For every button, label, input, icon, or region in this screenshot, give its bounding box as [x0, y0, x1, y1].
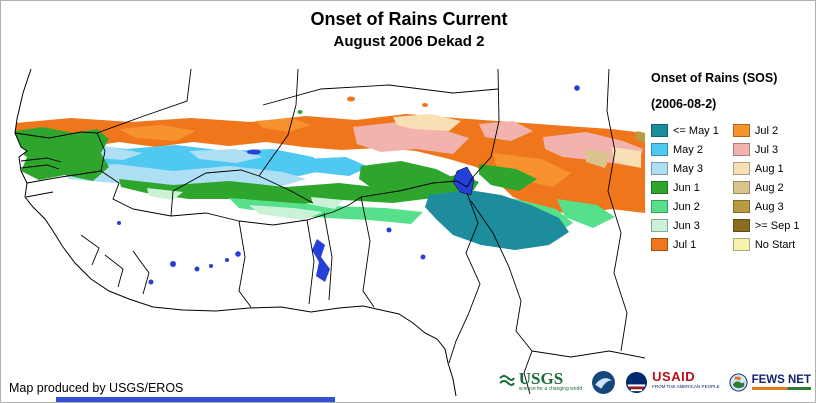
bottom-blue-bar: [56, 397, 335, 402]
usgs-logo: USGS science for a changing world: [499, 369, 583, 392]
legend-item: May 3: [651, 162, 719, 175]
usgs-wave-icon: [499, 375, 515, 386]
niger-inland-delta: [247, 149, 261, 155]
legend-item: Jul 3: [732, 143, 800, 156]
legend-label: Jul 1: [673, 238, 697, 251]
usaid-seal-icon: [626, 371, 648, 393]
band-jun3: [249, 205, 323, 220]
noaa-icon: [592, 370, 616, 394]
legend-label: Aug 3: [754, 200, 784, 213]
legend-item: Aug 1: [732, 162, 800, 175]
legend-swatch: [651, 181, 668, 194]
legend-swatch: [732, 219, 750, 232]
usaid-logo: USAID FROM THE AMERICAN PEOPLE: [625, 369, 720, 394]
legend-label: Aug 1: [754, 162, 784, 175]
legend-swatch: [651, 143, 668, 156]
noaa-logo: [591, 370, 616, 395]
legend-swatch: [732, 200, 750, 213]
legend-item: Jul 2: [732, 124, 800, 137]
logos-row: USGS science for a changing world USAID …: [499, 367, 811, 397]
fewsnet-wordmark: FEWS NET: [751, 373, 811, 386]
page-title: Onset of Rains Current: [310, 9, 508, 29]
legend-panel: Onset of Rains (SOS) (2006-08-2) <= May …: [651, 71, 815, 251]
legend-label: Jun 3: [673, 219, 700, 232]
usaid-tagline: FROM THE AMERICAN PEOPLE: [652, 384, 720, 389]
legend-item: Jun 3: [651, 219, 719, 232]
fewsnet-underline: [751, 386, 811, 390]
legend-item: No Start: [732, 238, 800, 251]
legend-swatch: [732, 124, 750, 137]
legend-item: Jun 2: [651, 200, 719, 213]
band-may1: [425, 190, 569, 250]
fewsnet-logo: FEWS NET: [729, 372, 811, 392]
legend-item: <= May 1: [651, 124, 719, 137]
legend-column: <= May 1 May 2 May 3 Jun 1 Jun 2 Jun 3 Jul 1: [651, 124, 719, 251]
legend-label: Jul 3: [754, 143, 779, 156]
legend-swatch: [651, 124, 668, 137]
legend-item: Jun 1: [651, 181, 719, 194]
band-aug3: [635, 131, 645, 143]
legend-label: Aug 2: [754, 181, 784, 194]
legend-item: Aug 3: [732, 200, 800, 213]
legend-swatch: [651, 162, 668, 175]
band-aug1: [393, 114, 461, 131]
legend-item: May 2: [651, 143, 719, 156]
legend-swatch: [651, 219, 668, 232]
legend-column: Jul 2 Jul 3 Aug 1 Aug 2 Aug 3 >= Sep 1 No Star…: [732, 124, 800, 251]
usgs-tagline: science for a changing world: [518, 386, 583, 392]
band-jun1: [15, 127, 109, 181]
fewsnet-globe-icon: [729, 372, 748, 392]
band-jul2: [119, 125, 196, 141]
country-borders: [14, 68, 646, 395]
legend-label: >= Sep 1: [754, 219, 800, 232]
band-jun2: [229, 198, 423, 224]
legend-swatch: [651, 200, 668, 213]
legend-item: >= Sep 1: [732, 219, 800, 232]
legend-swatch: [732, 238, 750, 251]
water-bodies: [117, 85, 580, 285]
onset-color-bands: [15, 96, 645, 250]
legend-label: May 3: [673, 162, 703, 175]
coastline: [14, 68, 457, 397]
attribution-text: Map produced by USGS/EROS: [9, 381, 184, 395]
legend-label: Jul 2: [754, 124, 779, 137]
legend-swatch: [732, 143, 750, 156]
legend-item: Aug 2: [732, 181, 800, 194]
legend-label: Jun 2: [673, 200, 700, 213]
legend-swatch: [732, 162, 750, 175]
usaid-wordmark: USAID: [652, 369, 696, 384]
legend-label: <= May 1: [673, 124, 719, 137]
legend-item: Jul 1: [651, 238, 719, 251]
legend-title: Onset of Rains (SOS): [651, 71, 778, 85]
legend-items: <= May 1 May 2 May 3 Jun 1 Jun 2 Jun 3 Jul 1 Ju…: [651, 124, 815, 251]
band-aug2: [586, 149, 611, 168]
page-subtitle: August 2006 Dekad 2: [333, 33, 485, 50]
legend-swatch: [732, 181, 750, 194]
legend-label: Jun 1: [673, 181, 700, 194]
legend-date: (2006-08-2): [651, 97, 717, 111]
lake-chad: [452, 166, 475, 196]
usgs-wordmark: USGS: [518, 369, 564, 388]
legend-label: No Start: [754, 238, 796, 251]
lake-volta: [312, 239, 330, 282]
legend-label: May 2: [673, 143, 703, 156]
legend-swatch: [651, 238, 668, 251]
